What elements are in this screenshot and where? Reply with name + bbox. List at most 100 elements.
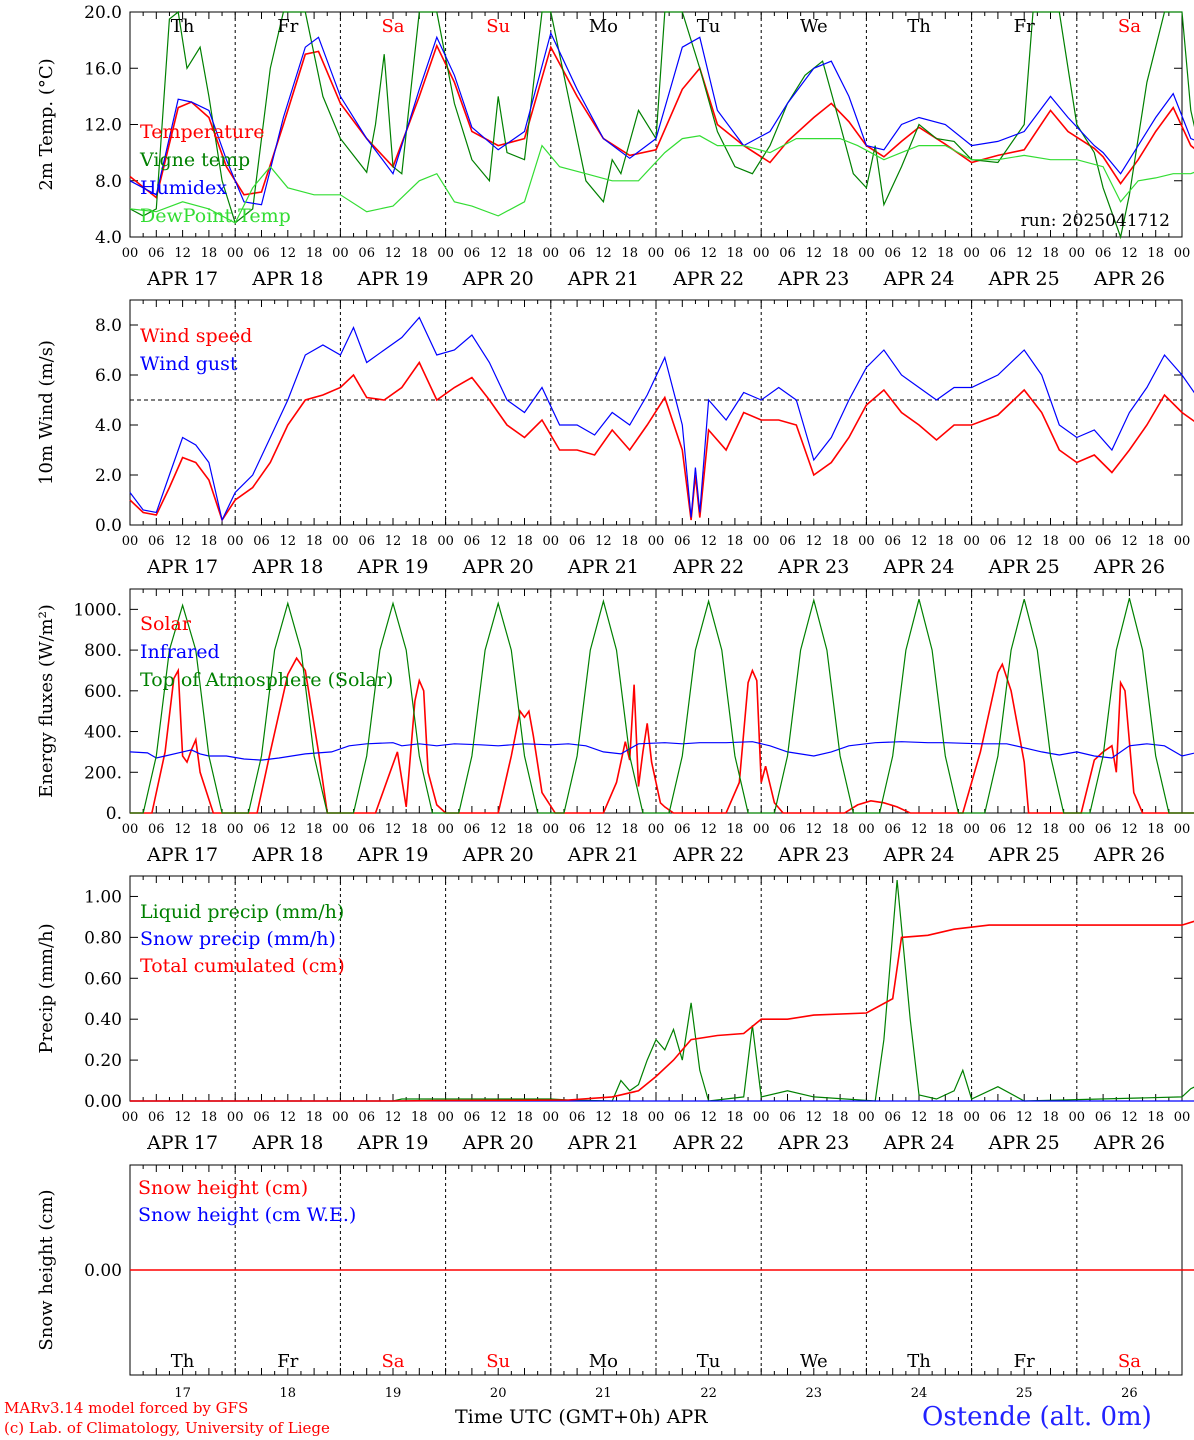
hour-label: 00 (1069, 534, 1086, 549)
hour-label: 00 (543, 534, 560, 549)
hour-label: 18 (937, 246, 954, 261)
date-label: APR 24 (882, 556, 954, 578)
hour-label: 00 (963, 246, 980, 261)
hour-label: 12 (911, 822, 928, 837)
date-label: APR 24 (882, 268, 954, 290)
y-tick-label: 0.20 (84, 1051, 122, 1071)
weekday-label: Tu (697, 1351, 721, 1372)
date-label: APR 22 (672, 844, 744, 866)
date-label: APR 26 (1093, 268, 1165, 290)
hour-label: 18 (411, 534, 428, 549)
date-label: APR 21 (567, 844, 639, 866)
hour-label: 00 (753, 534, 770, 549)
hour-label: 00 (963, 534, 980, 549)
hour-label: 18 (621, 822, 638, 837)
legend-entry: DewPoint Temp (140, 205, 291, 227)
hour-label: 18 (516, 246, 533, 261)
date-label: APR 18 (251, 844, 323, 866)
hour-label: 00 (1174, 534, 1191, 549)
hour-label: 06 (884, 1110, 901, 1125)
hour-label: 00 (1069, 1110, 1086, 1125)
hour-label: 06 (464, 822, 481, 837)
hour-label: 18 (1147, 1110, 1164, 1125)
hour-label: 00 (1069, 822, 1086, 837)
hour-label: 06 (779, 822, 796, 837)
hour-label: 06 (990, 246, 1007, 261)
date-label: APR 19 (356, 556, 428, 578)
hour-label: 06 (990, 822, 1007, 837)
hour-label: 12 (1121, 534, 1138, 549)
legend-entry: Liquid precip (mm/h) (140, 901, 344, 923)
legend-entry: Top of Atmosphere (Solar) (140, 669, 393, 691)
hour-label: 12 (595, 534, 612, 549)
hour-label: 06 (253, 822, 270, 837)
legend-entry: Infrared (140, 641, 220, 663)
hour-label: 06 (148, 534, 165, 549)
date-label: APR 25 (988, 1132, 1060, 1154)
hour-label: 00 (332, 822, 349, 837)
y-tick-label: 4.0 (95, 228, 122, 248)
hour-label: 18 (1042, 534, 1059, 549)
hour-label: 18 (1042, 822, 1059, 837)
hour-label: 06 (779, 246, 796, 261)
date-label: APR 26 (1093, 844, 1165, 866)
hour-label: 06 (884, 822, 901, 837)
day-number-label: 25 (1016, 1386, 1033, 1401)
hour-label: 12 (280, 246, 297, 261)
y-tick-label: 0.40 (84, 1010, 122, 1030)
hour-label: 18 (727, 1110, 744, 1125)
hour-label: 12 (806, 1110, 823, 1125)
weekday-label: Th (171, 16, 195, 37)
hour-label: 06 (1095, 1110, 1112, 1125)
series-line-wind-gust (129, 316, 1194, 522)
hour-label: 18 (411, 246, 428, 261)
hour-label: 06 (779, 534, 796, 549)
hour-label: 06 (990, 534, 1007, 549)
hour-label: 06 (1095, 246, 1112, 261)
hour-label: 00 (648, 246, 665, 261)
hour-label: 12 (174, 534, 191, 549)
date-label: APR 20 (462, 844, 534, 866)
day-number-label: 26 (1121, 1386, 1138, 1401)
day-number-label: 21 (595, 1386, 612, 1401)
hour-label: 00 (332, 534, 349, 549)
weekday-label: Fr (277, 1351, 298, 1372)
date-label: APR 18 (251, 268, 323, 290)
y-tick-label: 0.00 (84, 1092, 122, 1112)
date-label: APR 25 (988, 556, 1060, 578)
series-line-solar (130, 656, 1194, 814)
hour-label: 00 (543, 822, 560, 837)
hour-label: 06 (148, 246, 165, 261)
hour-label: 12 (490, 822, 507, 837)
hour-label: 18 (201, 822, 218, 837)
weekday-label: Fr (277, 16, 298, 37)
hour-label: 00 (227, 246, 244, 261)
y-axis-title: 2m Temp. (°C) (36, 58, 57, 190)
date-label: APR 20 (462, 268, 534, 290)
hour-label: 00 (858, 1110, 875, 1125)
weekday-label: Su (486, 16, 510, 37)
hour-label: 06 (674, 246, 691, 261)
hour-label: 00 (122, 246, 139, 261)
date-label: APR 21 (567, 268, 639, 290)
weekday-label: We (800, 1351, 828, 1372)
legend-entry: Snow height (cm W.E.) (138, 1204, 356, 1226)
hour-label: 18 (832, 246, 849, 261)
hour-label: 00 (1174, 246, 1191, 261)
hour-label: 18 (937, 1110, 954, 1125)
legend-entry: Temperature (140, 121, 264, 143)
hour-label: 12 (174, 822, 191, 837)
hour-label: 12 (911, 1110, 928, 1125)
date-label: APR 20 (462, 556, 534, 578)
weekday-label: Th (907, 16, 931, 37)
hour-label: 12 (700, 246, 717, 261)
legend-entry: Total cumulated (cm) (140, 955, 345, 977)
y-tick-label: 16.0 (84, 59, 122, 79)
hour-label: 12 (385, 534, 402, 549)
hour-label: 18 (516, 1110, 533, 1125)
hour-label: 12 (1016, 534, 1033, 549)
hour-label: 18 (1042, 1110, 1059, 1125)
hour-label: 18 (411, 1110, 428, 1125)
hour-label: 12 (174, 246, 191, 261)
hour-label: 06 (569, 1110, 586, 1125)
